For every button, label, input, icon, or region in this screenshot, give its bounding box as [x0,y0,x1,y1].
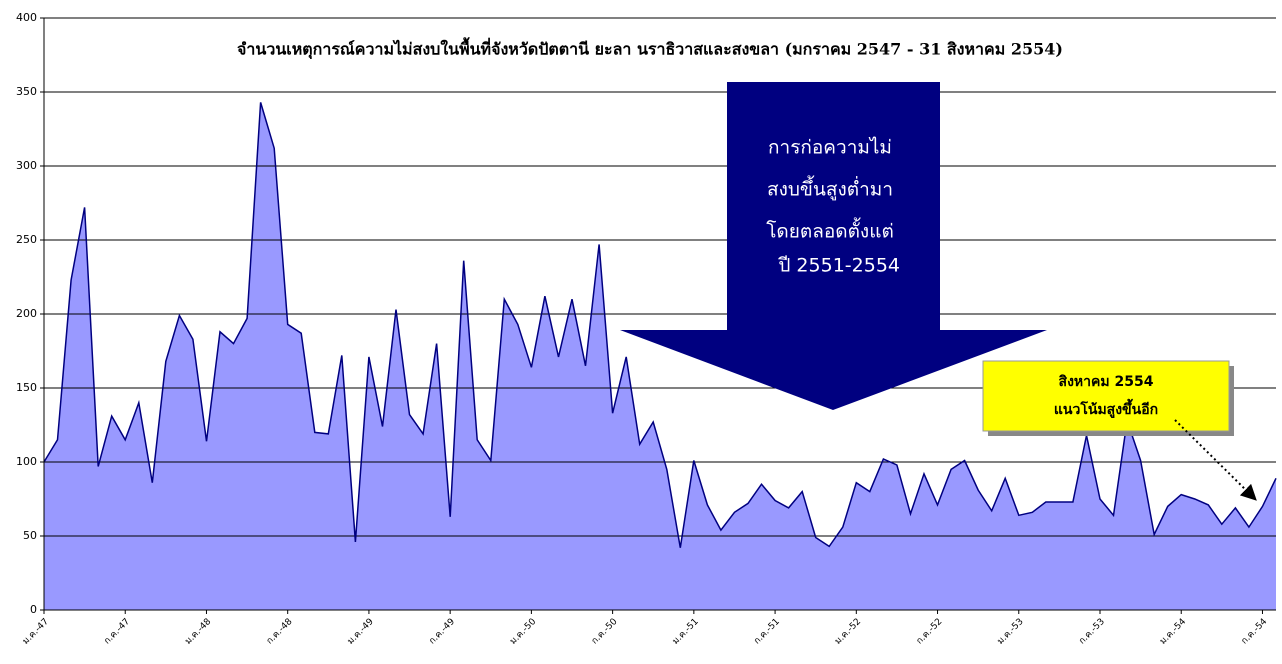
note-line: สิงหาคม 2554 [1058,374,1154,390]
x-tick-label: ม.ค.-52 [833,617,863,647]
arrow-line: ปี 2551-2554 [778,255,900,277]
x-tick-label: ก.ค.-53 [1077,617,1107,647]
note-arrow [1174,419,1257,501]
arrow-line: โดยตลอดตั้งแต่ [766,218,894,243]
y-tick-label: 300 [16,159,37,172]
x-tick-label: ก.ค.-48 [265,617,295,647]
area-fill [44,102,1276,611]
x-tick-label: ก.ค.-49 [427,617,457,647]
arrow-line: การก่อความไม่ [768,137,892,159]
x-tick-label: ม.ค.-54 [1158,617,1188,647]
x-tick-label: ม.ค.-51 [671,617,701,647]
area-line [43,102,1277,548]
x-tick-label: ก.ค.-50 [590,617,620,647]
plot: 0 50 100 150 200 250 300 350 400 ม.ค.-47 ก.ค.-47 ม.… [16,11,1277,647]
y-tick-label: 100 [16,455,37,468]
x-tick-label: ม.ค.-48 [183,617,213,647]
x-tick-label: ก.ค.-54 [1240,617,1270,647]
x-tick-label: ก.ค.-47 [102,617,132,647]
x-tick-label: ม.ค.-49 [346,617,376,647]
arrow-text: การก่อความไม่ สงบขึ้นสูงต่ำมา โดยตลอดตั้… [766,137,900,277]
y-tick-label: 350 [16,85,37,98]
y-tick-label: 50 [23,529,37,542]
x-tick-label: ม.ค.-50 [508,617,538,647]
y-tick-label: 400 [16,11,37,24]
trend-arrow [620,82,1047,410]
note-line: แนวโน้มสูงขึ้นอีก [1054,398,1158,418]
note-box [982,360,1230,432]
x-tick-label: ก.ค.-51 [752,617,782,647]
y-tick-label: 0 [30,603,37,616]
chart-title: จำนวนเหตุการณ์ความไม่สงบในพื้นที่จังหวัด… [237,37,1063,60]
y-tick-label: 250 [16,233,37,246]
x-tick-label: ม.ค.-47 [21,617,51,647]
y-tick-label: 150 [16,381,37,394]
x-tick-label: ม.ค.-53 [996,617,1026,647]
y-tick-label: 200 [16,307,37,320]
x-tick-label: ก.ค.-52 [915,617,945,647]
arrow-line: สงบขึ้นสูงต่ำมา [767,176,893,201]
